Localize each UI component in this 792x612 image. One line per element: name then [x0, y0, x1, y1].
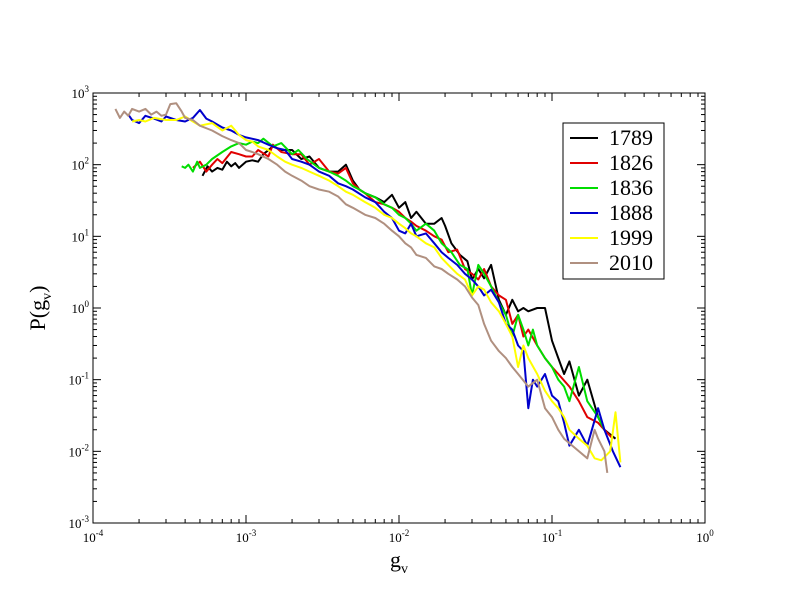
x-tick-base: 10: [389, 530, 402, 545]
y-tick-base: 10: [72, 158, 85, 173]
y-axis-title-close: ): [25, 286, 50, 293]
x-axis-title-base: g: [390, 547, 401, 572]
x-tick-base: 10: [696, 530, 709, 545]
x-tick-label: 10-1: [542, 528, 563, 545]
x-tick-exponent: -1: [555, 528, 563, 538]
x-tick-label: 10-2: [389, 528, 410, 545]
series-lines: [114, 102, 622, 474]
x-tick-exponent: -4: [96, 528, 104, 538]
y-tick-base: 10: [72, 301, 85, 316]
legend-box: [562, 122, 665, 280]
series-line-2010: [114, 102, 609, 474]
y-tick-exponent: -2: [82, 442, 90, 452]
y-tick-base: 10: [69, 516, 82, 531]
axis-ticks: 10-4 10-3 10-2 10-1 10010-310-210-1100101102…: [69, 84, 715, 545]
x-tick-base: 10: [236, 530, 249, 545]
y-axis-title-base: P(g: [25, 300, 50, 331]
x-tick-label: 100: [696, 528, 714, 545]
x-axis-title: gv: [390, 547, 408, 577]
legend-label-1789: 1789: [609, 125, 653, 150]
y-tick-base: 10: [72, 229, 85, 244]
y-tick-label: 101: [72, 227, 90, 244]
legend-label-1826: 1826: [609, 150, 653, 175]
y-tick-label: 10-1: [69, 371, 90, 388]
y-tick-label: 102: [72, 156, 90, 173]
x-tick-exponent: -2: [402, 528, 410, 538]
x-tick-exponent: -3: [249, 528, 257, 538]
legend-label-1888: 1888: [609, 200, 653, 225]
y-tick-exponent: -3: [82, 514, 90, 524]
x-tick-base: 10: [542, 530, 555, 545]
legend-label-1836: 1836: [609, 175, 653, 200]
x-tick-base: 10: [83, 530, 96, 545]
y-tick-exponent: 2: [85, 156, 90, 166]
y-tick-label: 10-3: [69, 514, 90, 531]
y-tick-label: 103: [72, 84, 90, 101]
y-tick-exponent: -1: [82, 371, 90, 381]
series-line-1789: [201, 145, 617, 440]
y-tick-exponent: 1: [85, 227, 90, 237]
y-tick-exponent: 0: [85, 299, 90, 309]
legend-label-2010: 2010: [609, 250, 653, 275]
y-tick-label: 10-2: [69, 442, 90, 459]
y-tick-base: 10: [69, 444, 82, 459]
y-axis-title-sub: v: [40, 293, 55, 300]
x-tick-label: 10-3: [236, 528, 257, 545]
x-tick-exponent: 0: [709, 528, 714, 538]
series-line-1999: [131, 115, 622, 463]
legend-label-1999: 1999: [609, 225, 653, 250]
y-tick-base: 10: [72, 86, 85, 101]
y-tick-label: 100: [72, 299, 90, 316]
y-axis-title: P(gv): [25, 286, 55, 331]
x-tick-label: 10-4: [83, 528, 104, 545]
y-tick-base: 10: [69, 373, 82, 388]
y-tick-exponent: 3: [85, 84, 90, 94]
x-axis-title-sub: v: [401, 562, 408, 577]
